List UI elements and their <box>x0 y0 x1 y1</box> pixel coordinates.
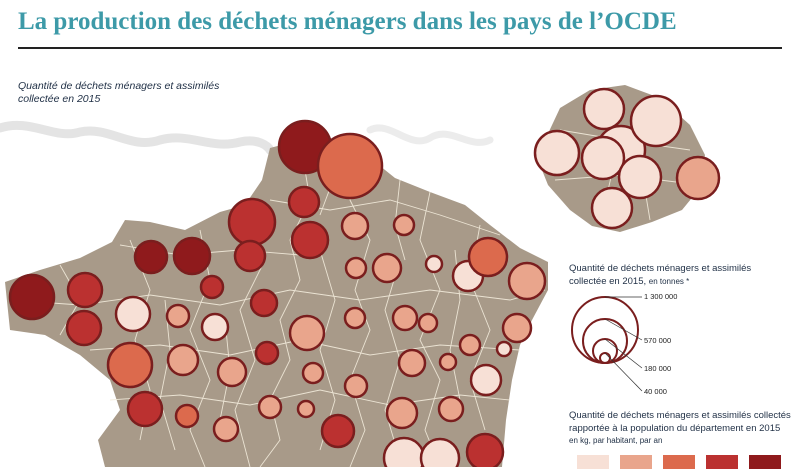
bubble-seine-maritime <box>227 197 277 247</box>
bubble-vendee <box>126 390 164 428</box>
bubble-val-d-oise <box>582 87 626 131</box>
legend-size-title: Quantité de déchets ménagers et assimilé… <box>569 263 769 288</box>
bubble-indre <box>257 394 283 420</box>
bubble-loire <box>385 396 419 430</box>
bubble-rhone <box>382 436 426 467</box>
bubble-hauts-de-seine <box>580 135 626 181</box>
bubble-val-de-marne <box>617 154 663 200</box>
map-subtitle: Quantité de déchets ménagers et assimilé… <box>18 80 220 105</box>
department-bubbles <box>8 119 547 467</box>
legend-swatch-5 <box>749 455 781 469</box>
bubble-ille-et-vilaine <box>65 309 103 347</box>
bubble-loire-atlantique <box>106 341 154 389</box>
belgium-coast-silhouette <box>366 124 494 146</box>
legend-size-title-text: Quantité de déchets ménagers et assimilé… <box>569 263 752 287</box>
bubble-finistere <box>8 273 56 321</box>
bubble-marne <box>392 213 416 237</box>
bubble-orne <box>199 274 225 300</box>
legend-circle-570000 <box>582 318 628 364</box>
bubble-vienne <box>216 356 248 388</box>
legend-circle-180000 <box>592 338 618 364</box>
bubble-alpes <box>465 432 505 467</box>
legend-leaders <box>604 296 643 392</box>
bubble-mayenne <box>114 295 152 333</box>
bubble-loir-et-cher <box>254 340 280 366</box>
legend-swatch-2 <box>620 455 652 469</box>
legend-swatch-3 <box>663 455 695 469</box>
bubble-seine-saint-denis <box>629 94 683 148</box>
uk-coast-silhouette <box>0 120 275 155</box>
bubble-deux-sevres <box>174 403 200 429</box>
bubble-savoie <box>437 395 465 423</box>
page-title: La production des déchets ménagers dans … <box>18 8 677 35</box>
bubble-yvelines <box>533 129 581 177</box>
bubble-essonne <box>590 186 634 230</box>
legend-size-unit: en tonnes * <box>648 276 690 286</box>
bubble-cher <box>301 361 325 385</box>
legend-label-570000: 570 000 <box>644 336 672 345</box>
legend-color-title-text: Quantité de déchets ménagers et assimilé… <box>569 410 791 434</box>
bubble-aube <box>344 256 368 280</box>
bubble-indre-et-loire <box>200 312 230 342</box>
bubble-cotes-d-armor <box>66 271 104 309</box>
bubble-territoire-de-belfort <box>501 312 533 344</box>
bubble-meurthe-et-moselle <box>424 254 444 274</box>
legend-label-40000: 40 000 <box>644 387 667 396</box>
inset-bubbles <box>533 87 721 230</box>
bubble-creuse <box>296 399 316 419</box>
bubble-saone-et-loire <box>397 348 427 378</box>
bubble-jura <box>495 340 513 358</box>
bubble-pas-de-calais <box>316 132 384 200</box>
bubble-haute-saone <box>417 312 439 334</box>
bubble-eure <box>233 239 267 273</box>
bubble-doubs <box>458 333 482 357</box>
legend-color-unit: en kg, par habitant, par an <box>569 436 663 445</box>
bubble-calvados <box>172 236 212 276</box>
bubble-manche <box>133 239 169 275</box>
bubble-bas-rhin <box>467 236 509 278</box>
bubble-haute-vienne <box>212 415 240 443</box>
bubble-meuse <box>371 252 403 284</box>
bubble-maine-et-loire <box>166 343 200 377</box>
legend-circle-40000 <box>599 352 611 364</box>
bubble-cote-d-or <box>391 304 419 332</box>
bubble-haut-rhin <box>507 261 547 301</box>
bubble-loiret <box>288 314 326 352</box>
bubble-ain <box>438 352 458 372</box>
bubble-nievre <box>343 373 369 399</box>
legend-color-title: Quantité de déchets ménagers et assimilé… <box>569 410 794 448</box>
legend-swatch-1 <box>577 455 609 469</box>
bubble-oise <box>290 220 330 260</box>
bubble-haute-savoie <box>469 363 503 397</box>
bubble-ardennes <box>340 211 370 241</box>
bubble-sarthe <box>165 303 191 329</box>
bubble-allier <box>320 413 356 449</box>
legend-label-1300000: 1 300 000 <box>644 292 678 301</box>
legend-swatch-4 <box>706 455 738 469</box>
bubble-isere <box>419 437 461 467</box>
bubble-somme <box>287 185 321 219</box>
legend-label-180000: 180 000 <box>644 364 672 373</box>
title-divider <box>18 47 782 49</box>
bubble-seine-et-marne <box>675 155 721 201</box>
bubble-eure-et-loir <box>249 288 279 318</box>
bubble-yonne <box>343 306 367 330</box>
